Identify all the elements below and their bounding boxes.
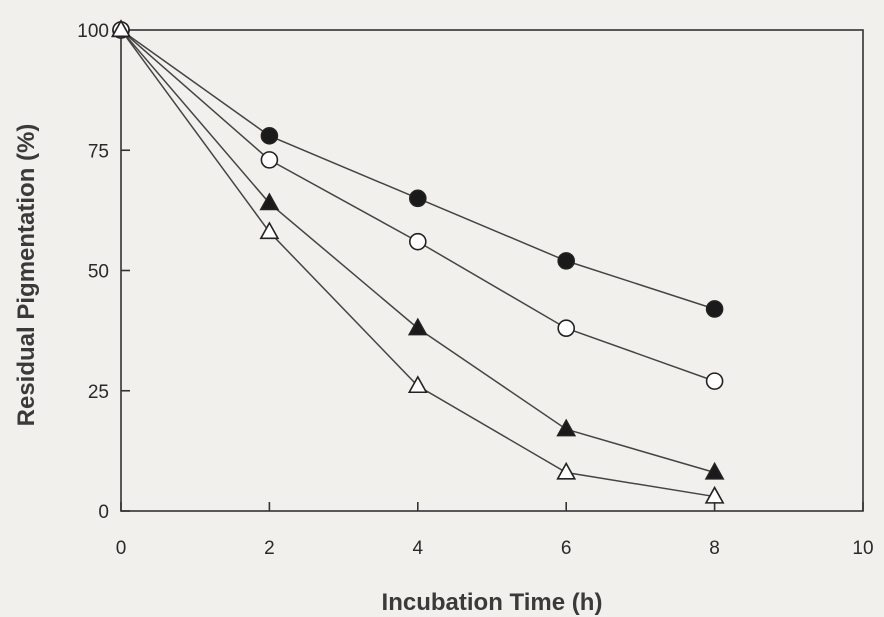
data-point bbox=[259, 192, 280, 211]
x-tick-label: 2 bbox=[264, 538, 275, 559]
y-axis-title: Residual Pigmentation (%) bbox=[13, 124, 40, 427]
data-point bbox=[705, 372, 724, 390]
data-point bbox=[704, 485, 725, 504]
x-axis-title: Incubation Time (h) bbox=[382, 589, 603, 616]
x-tick-label: 8 bbox=[709, 538, 720, 559]
data-point bbox=[260, 127, 279, 145]
data-point bbox=[557, 319, 576, 338]
data-point bbox=[408, 189, 427, 208]
y-tick-label: 50 bbox=[88, 262, 109, 283]
data-point bbox=[407, 375, 428, 394]
series-line bbox=[120, 29, 715, 498]
y-tick-label: 0 bbox=[98, 502, 109, 523]
data-point bbox=[704, 461, 725, 480]
data-point bbox=[556, 418, 577, 437]
data-point bbox=[705, 300, 724, 318]
y-tick-label: 75 bbox=[88, 141, 109, 162]
series-line bbox=[120, 29, 715, 310]
series-open-triangle bbox=[111, 19, 725, 504]
data-point bbox=[259, 221, 280, 240]
x-tick-label: 0 bbox=[116, 538, 127, 559]
data-point bbox=[408, 232, 427, 251]
x-tick-label: 6 bbox=[561, 538, 572, 559]
x-tick-label: 10 bbox=[852, 538, 873, 559]
series-line bbox=[120, 29, 715, 474]
data-point bbox=[556, 461, 577, 480]
y-tick-label: 25 bbox=[88, 382, 109, 403]
data-point bbox=[407, 317, 428, 336]
axis-ticks bbox=[120, 29, 864, 512]
y-tick-label: 100 bbox=[77, 21, 109, 42]
data-point bbox=[111, 19, 131, 38]
x-tick-label: 4 bbox=[413, 538, 424, 559]
series-group bbox=[111, 19, 725, 504]
series-filled-circle bbox=[112, 21, 724, 318]
plot-frame bbox=[120, 29, 864, 512]
series-filled-triangle bbox=[111, 19, 725, 480]
data-point bbox=[260, 151, 279, 169]
data-point bbox=[557, 252, 576, 270]
